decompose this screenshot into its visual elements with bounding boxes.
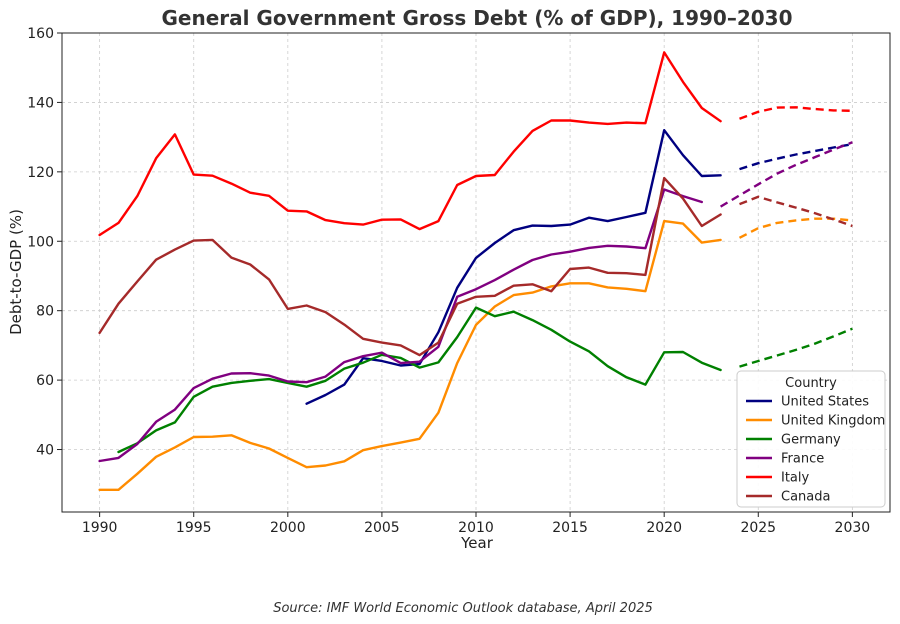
legend-entry-germany: Germany bbox=[781, 433, 841, 448]
legend-entry-canada: Canada bbox=[781, 490, 830, 505]
x-tick-label: 2005 bbox=[364, 520, 400, 536]
legend-entry-united-kingdom: United Kingdom bbox=[781, 414, 885, 429]
series-line-united-states bbox=[305, 128, 722, 405]
axes: 1990 1995 2000 2005 2010 2015 2020 2025 2030 40 60… bbox=[27, 26, 891, 536]
legend-entry-united-states: United States bbox=[781, 395, 869, 410]
x-tick-label: 2015 bbox=[552, 520, 588, 536]
series-line-germany bbox=[117, 306, 722, 454]
plot-frame bbox=[61, 32, 891, 513]
series-line-italy bbox=[98, 51, 722, 237]
projection-line-united-states bbox=[739, 142, 853, 171]
x-axis-label: Year bbox=[460, 534, 494, 552]
series-line-canada bbox=[98, 176, 722, 357]
chart-title: General Government Gross Debt (% of GDP)… bbox=[161, 6, 792, 30]
series-line-united-kingdom bbox=[98, 219, 722, 491]
legend: Country United States United Kingdom Germa… bbox=[736, 370, 886, 508]
legend-entry-france: France bbox=[781, 452, 824, 467]
y-tick-label: 60 bbox=[36, 373, 54, 389]
source-note: Source: IMF World Economic Outlook datab… bbox=[273, 601, 653, 616]
projection-line-france bbox=[719, 141, 853, 208]
projection-line-united-kingdom bbox=[738, 217, 853, 239]
projection-line-italy bbox=[739, 106, 853, 120]
y-axis-label: Debt-to-GDP (%) bbox=[7, 209, 25, 335]
legend-box bbox=[736, 370, 886, 508]
x-tick-label: 1995 bbox=[176, 520, 212, 536]
x-tick-label: 1990 bbox=[82, 520, 118, 536]
y-tick-label: 140 bbox=[27, 95, 54, 111]
x-tick-label: 2010 bbox=[458, 520, 494, 536]
y-tick-label: 40 bbox=[36, 443, 54, 459]
x-tick-label: 2025 bbox=[740, 520, 776, 536]
x-tick-label: 2020 bbox=[646, 520, 682, 536]
y-tick-label: 120 bbox=[27, 165, 54, 181]
y-tick-label: 160 bbox=[27, 26, 54, 42]
legend-title: Country bbox=[785, 376, 837, 391]
legend-entry-italy: Italy bbox=[781, 471, 810, 486]
x-tick-label: 2000 bbox=[270, 520, 306, 536]
y-tick-label: 80 bbox=[36, 304, 54, 320]
series-line-france bbox=[98, 188, 703, 463]
x-tick-label: 2030 bbox=[835, 520, 871, 536]
y-tick-label: 100 bbox=[27, 234, 54, 250]
series-lines bbox=[98, 51, 853, 491]
projection-line-germany bbox=[739, 327, 853, 368]
projection-line-canada bbox=[739, 195, 853, 228]
